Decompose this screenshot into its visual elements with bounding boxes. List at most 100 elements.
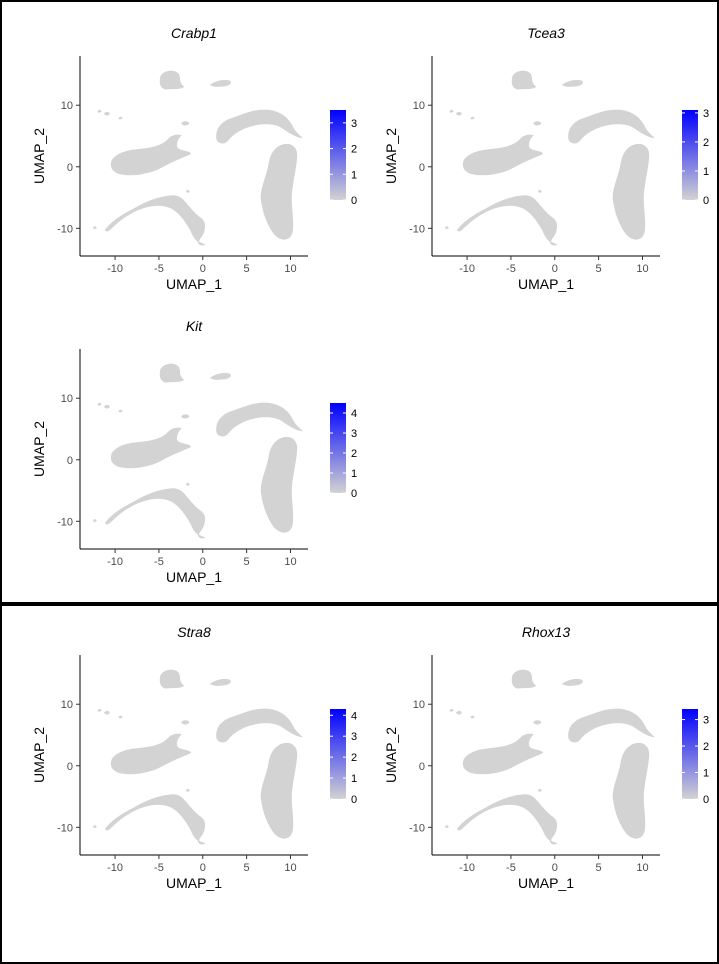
cluster-crescent [217, 403, 293, 436]
expression-point [584, 707, 586, 709]
expression-point [289, 119, 291, 121]
expression-point [596, 740, 598, 742]
expression-point [630, 734, 632, 736]
color-legend-bar [330, 709, 346, 799]
expression-point [569, 742, 571, 744]
y-tick-label: 10 [61, 393, 73, 405]
expression-point [580, 86, 582, 88]
expression-point [630, 709, 632, 711]
expression-point [296, 187, 298, 189]
x-axis-title: UMAP_1 [518, 276, 574, 292]
expression-point [277, 731, 279, 733]
expression-point [250, 138, 252, 140]
expression-point [249, 737, 251, 739]
expression-point [618, 237, 620, 239]
expression-point [271, 747, 273, 749]
y-tick-label: -10 [57, 223, 73, 235]
cluster-dot1 [450, 709, 453, 711]
expression-point [294, 815, 296, 817]
expression-point [255, 725, 257, 727]
expression-point [648, 791, 650, 793]
expression-point [647, 205, 649, 207]
expression-point [578, 712, 580, 714]
expression-point [625, 731, 627, 733]
expression-point [606, 726, 608, 728]
expression-point [241, 737, 243, 739]
expression-point [579, 78, 581, 80]
color-legend-bar [330, 110, 346, 200]
expression-point [617, 239, 619, 241]
cluster-tiny-mid [182, 122, 189, 125]
expression-point [614, 239, 616, 241]
expression-point [287, 116, 289, 118]
cluster-crescent [569, 110, 645, 143]
expression-point [620, 227, 622, 229]
expression-point [226, 406, 228, 408]
cluster-tiny-mid [182, 415, 189, 418]
expression-point [263, 740, 265, 742]
expression-point [230, 436, 232, 438]
expression-point [645, 800, 647, 802]
expression-point [571, 720, 573, 722]
legend-tick-label: 0 [703, 195, 709, 207]
expression-point [263, 741, 265, 743]
expression-point [530, 69, 532, 71]
expression-point [644, 737, 646, 739]
expression-point [234, 740, 236, 742]
expression-point [284, 112, 286, 114]
expression-point [603, 741, 605, 743]
expression-point [272, 129, 274, 131]
expression-point [242, 736, 244, 738]
expression-point [247, 428, 249, 430]
expression-point [273, 737, 275, 739]
expression-point [533, 75, 535, 77]
expression-point [253, 430, 255, 432]
cluster-right-stripe [261, 437, 296, 532]
cluster-bottom-arc [106, 196, 205, 245]
expression-point [269, 727, 271, 729]
expression-point [273, 708, 275, 710]
expression-point [181, 413, 183, 415]
x-tick-label: 5 [596, 263, 602, 275]
expression-point [613, 744, 615, 746]
cluster-dot4 [446, 826, 448, 828]
expression-point [574, 718, 576, 720]
expression-point [255, 138, 257, 140]
expression-point [278, 138, 280, 140]
expression-point [292, 722, 294, 724]
expression-point [265, 157, 267, 159]
expression-point [587, 733, 589, 735]
expression-point [232, 136, 234, 138]
umap-clusters [94, 364, 302, 538]
plot-title: Stra8 [177, 624, 211, 640]
cluster-dot4 [94, 826, 96, 828]
plot-title: Tcea3 [527, 25, 565, 41]
expression-point [287, 711, 289, 713]
cluster-bottom-arc [106, 489, 205, 538]
expression-point [456, 111, 458, 113]
expression-point [614, 236, 616, 238]
expression-point [624, 837, 626, 839]
expression-point [297, 811, 299, 813]
expression-point [263, 219, 265, 221]
expression-point [243, 709, 245, 711]
expression-point [287, 737, 289, 739]
expression-point [294, 184, 296, 186]
expression-point [645, 231, 647, 233]
expression-point [638, 715, 640, 717]
cluster-tiny-left [105, 405, 110, 408]
expression-point [277, 428, 279, 430]
expression-point [239, 738, 241, 740]
expression-point [531, 71, 533, 73]
expression-point [293, 815, 295, 817]
expression-point [635, 737, 637, 739]
cluster-dot3 [187, 789, 189, 791]
expression-point [247, 733, 249, 735]
expression-point [238, 708, 240, 710]
x-tick-label: -10 [107, 862, 123, 874]
expression-point [257, 436, 259, 438]
expression-point [212, 374, 214, 376]
expression-point [240, 710, 242, 712]
cluster-dot3 [539, 789, 541, 791]
expression-point [219, 116, 221, 118]
